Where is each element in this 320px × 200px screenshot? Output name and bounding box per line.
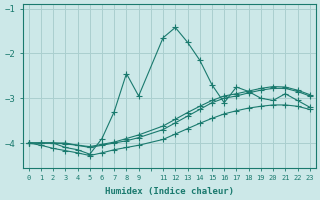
- X-axis label: Humidex (Indice chaleur): Humidex (Indice chaleur): [105, 187, 234, 196]
